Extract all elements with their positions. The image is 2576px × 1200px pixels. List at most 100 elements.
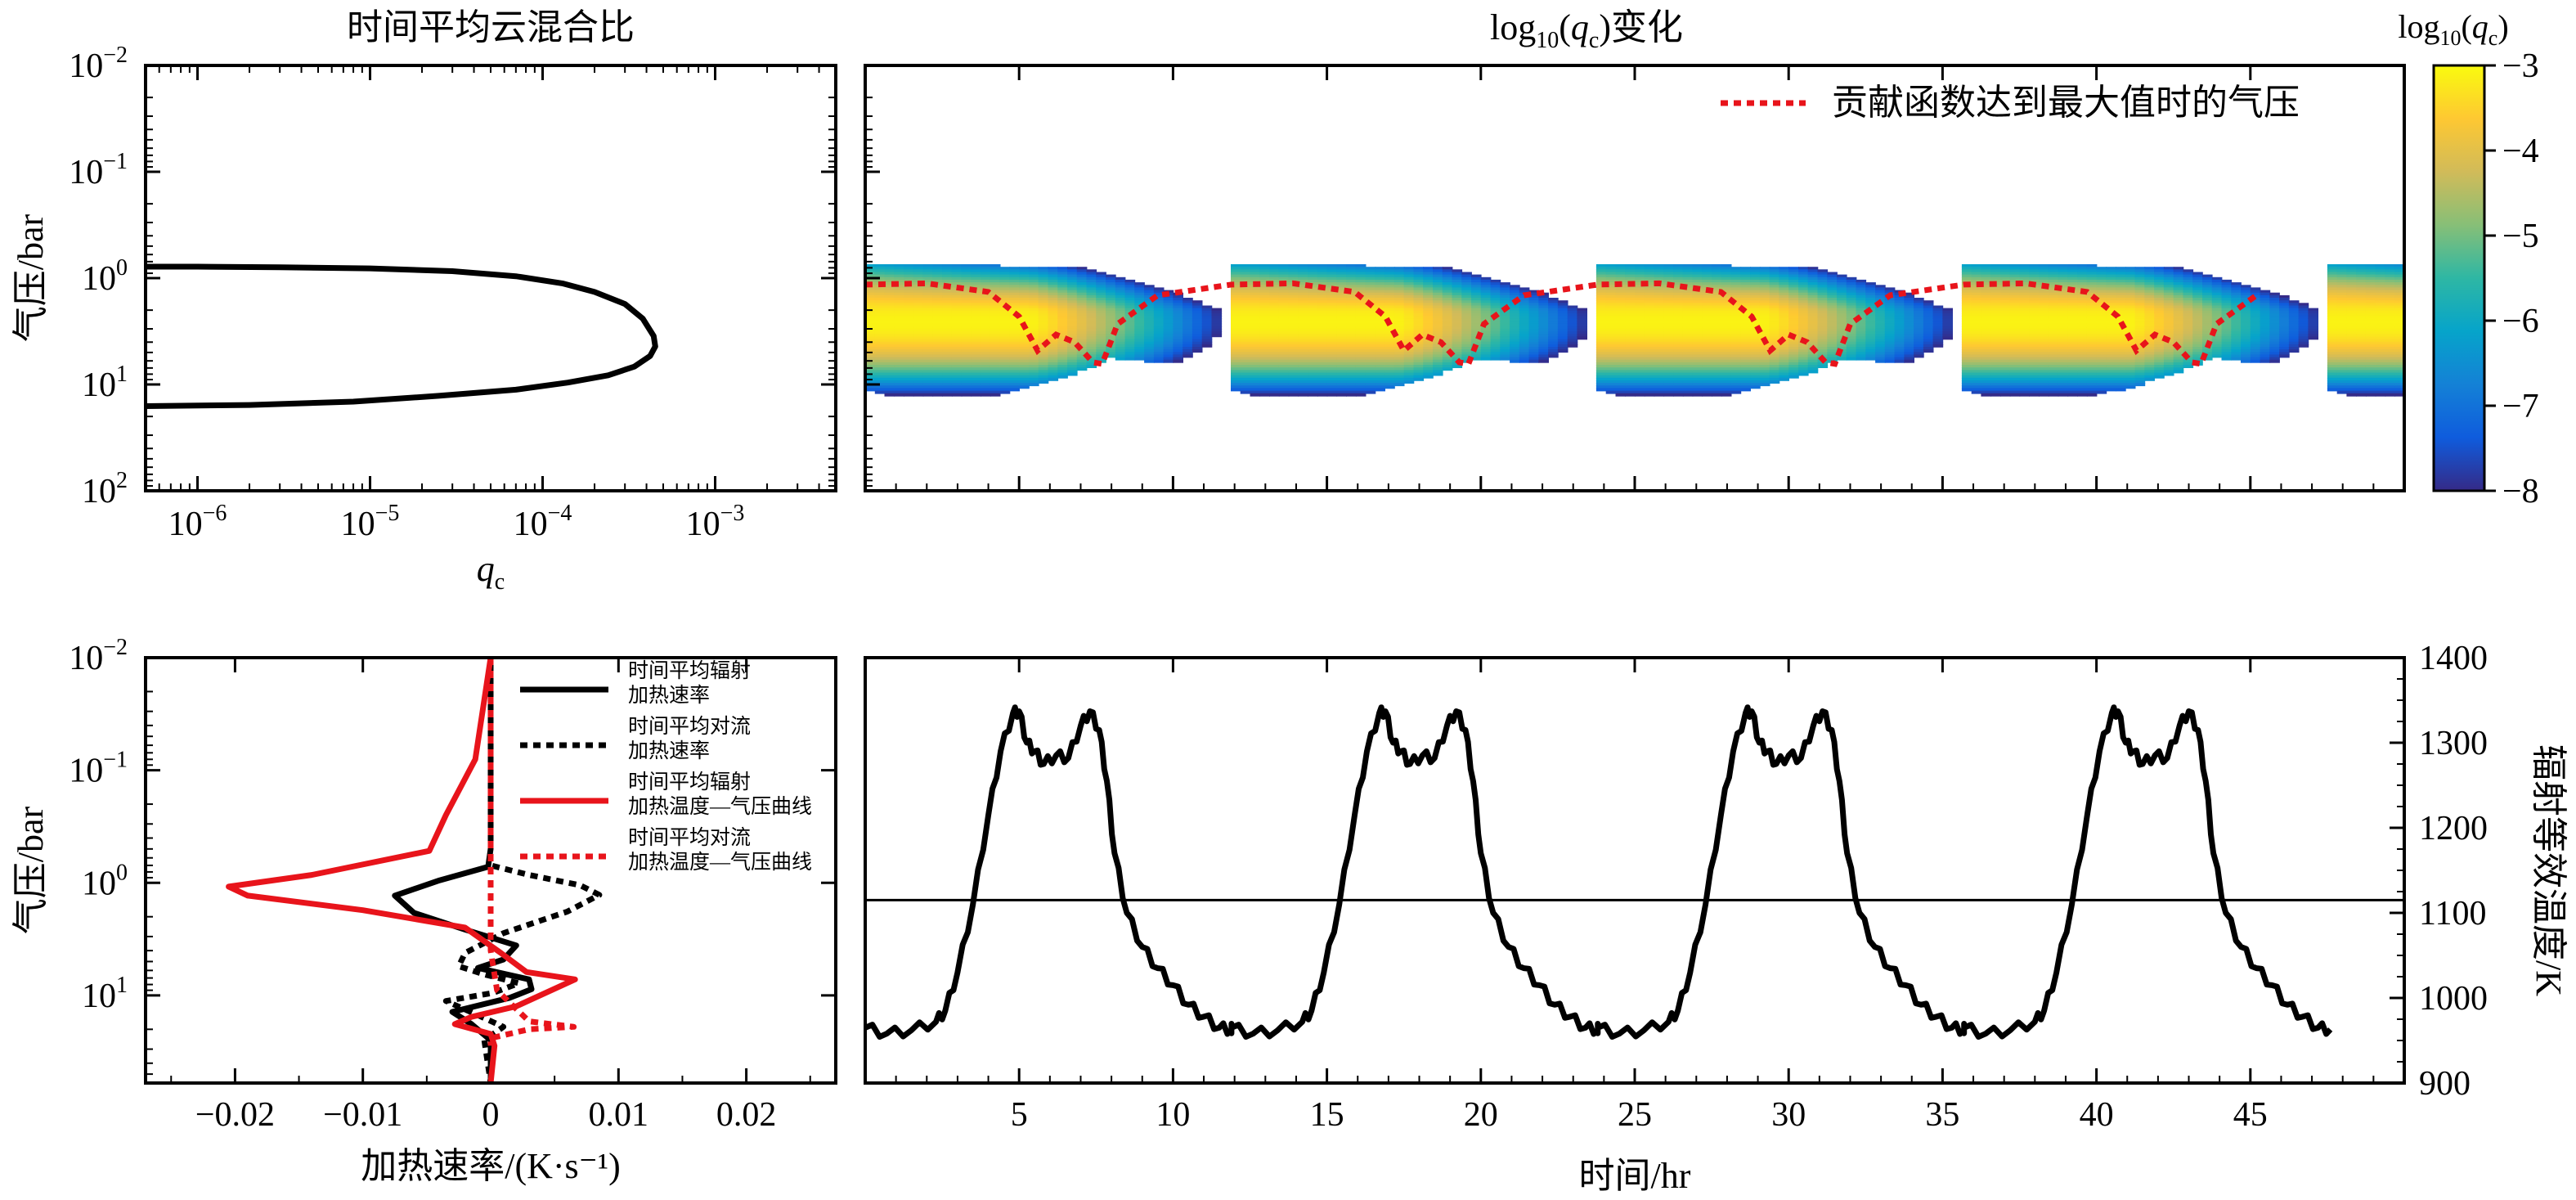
panel-b-cell — [1971, 300, 1982, 304]
panel-b-cell — [1884, 310, 1896, 314]
panel-b-cell — [1433, 323, 1443, 327]
panel-b-cell — [1490, 308, 1501, 312]
panel-b-cell — [1067, 272, 1078, 276]
panel-b-cell — [865, 298, 876, 301]
panel-b-cell — [981, 321, 991, 325]
panel-b-cell — [1567, 316, 1578, 320]
panel-b-cell — [1490, 349, 1501, 353]
panel-b-cell — [1510, 359, 1520, 363]
panel-b-cell — [1519, 339, 1530, 343]
panel-b-cell — [1057, 269, 1068, 273]
panel-b-cell — [1278, 303, 1290, 307]
panel-b-cell — [1712, 264, 1722, 267]
panel-b-cell — [981, 352, 991, 356]
panel-b-cell — [932, 359, 943, 363]
panel-b-cell — [1461, 347, 1472, 350]
panel-b-cell — [1528, 300, 1540, 304]
panel-b-cell — [922, 294, 934, 299]
panel-b-cell — [1615, 313, 1627, 317]
panel-b-cell — [1134, 310, 1145, 314]
panel-b-cell — [1557, 310, 1568, 314]
panel-b-cell — [1856, 349, 1867, 353]
panel-b-cell — [2019, 292, 2031, 296]
panel-b-cell — [1471, 290, 1482, 294]
panel-b-cell — [1740, 287, 1751, 291]
panel-b-cell — [2019, 269, 2031, 273]
panel-b-cell — [1807, 370, 1819, 374]
panel-b-cell — [1730, 316, 1742, 320]
panel-b-cell — [1635, 269, 1645, 273]
panel-b-cell — [913, 380, 924, 384]
panel-b-cell — [1519, 287, 1530, 291]
panel-b-cell — [922, 347, 934, 350]
panel-b-cell — [1615, 310, 1627, 314]
panel-b-cell — [1452, 347, 1463, 350]
panel-b-cell — [1413, 347, 1425, 350]
panel-b-cell — [1365, 274, 1376, 278]
panel-b-cell — [1682, 393, 1694, 397]
panel-b-cell — [1712, 365, 1722, 368]
panel-b-cell — [1548, 303, 1559, 307]
panel-b-cell — [1086, 331, 1097, 335]
panel-b-cell — [971, 313, 981, 317]
panel-b-cell — [1048, 359, 1059, 363]
panel-b-cell — [961, 344, 972, 348]
panel-b-cell — [1413, 269, 1425, 273]
panel-b-cell — [922, 285, 934, 289]
panel-b-cell — [1595, 313, 1607, 317]
panel-b-cell — [1308, 372, 1318, 376]
panel-b-cell — [1682, 334, 1694, 338]
panel-b-cell — [1259, 316, 1270, 320]
panel-b-cell — [1750, 269, 1761, 273]
panel-b-cell — [1423, 276, 1434, 281]
panel-b-cell — [1740, 316, 1751, 320]
panel-b-cell — [1510, 357, 1520, 361]
panel-b-cell — [1605, 390, 1617, 394]
panel-b-cell — [1259, 303, 1270, 307]
panel-b-cell — [2009, 272, 2021, 276]
panel-b-cell — [1682, 285, 1694, 289]
panel-b-cell — [1682, 316, 1694, 320]
panel-b-cell — [1355, 279, 1367, 283]
panel-b-cell — [1875, 321, 1886, 325]
panel-b-cell — [1298, 383, 1308, 387]
panel-b-cell — [922, 308, 934, 312]
panel-b-cell — [1433, 367, 1443, 371]
panel-b-cell — [1644, 352, 1655, 356]
panel-b-cell — [1057, 300, 1068, 304]
panel-b-cell — [1500, 298, 1510, 301]
panel-b-cell — [1298, 344, 1308, 348]
panel-b-cell — [1461, 305, 1472, 309]
panel-b-cell — [1317, 336, 1328, 340]
panel-b-cell — [1250, 326, 1261, 330]
panel-b-cell — [1500, 290, 1510, 294]
panel-b-cell — [1827, 300, 1838, 304]
panel-b-cell — [1153, 347, 1165, 350]
panel-b-cell — [1595, 310, 1607, 314]
panel-b-cell — [1413, 294, 1425, 299]
panel-b-cell — [1673, 365, 1684, 368]
panel-b-cell — [1663, 276, 1674, 281]
panel-b-cell — [2009, 279, 2021, 283]
panel-b-cell — [1721, 272, 1732, 276]
panel-b-cell — [1269, 388, 1280, 392]
panel-b-cell — [1384, 367, 1395, 371]
panel-b-cell — [1490, 344, 1501, 348]
panel-b-cell — [1336, 359, 1347, 363]
panel-b-cell — [1029, 290, 1039, 294]
panel-b-cell — [1269, 264, 1280, 267]
panel-b-cell — [1076, 294, 1088, 299]
panel-b-cell — [904, 339, 914, 343]
panel-b-cell — [1625, 303, 1636, 307]
panel-b-cell — [1384, 352, 1395, 356]
panel-b-cell — [1413, 359, 1425, 363]
panel-b-cell — [1595, 383, 1607, 387]
panel-b-cell — [1759, 274, 1770, 278]
panel-b-cell — [865, 264, 876, 267]
panel-b-cell — [1134, 344, 1145, 348]
panel-b-cell — [971, 279, 981, 283]
panel-b-cell — [1326, 276, 1338, 281]
panel-b-cell — [1067, 372, 1078, 376]
panel-b-cell — [1240, 367, 1251, 371]
panel-b-cell — [1461, 279, 1472, 283]
